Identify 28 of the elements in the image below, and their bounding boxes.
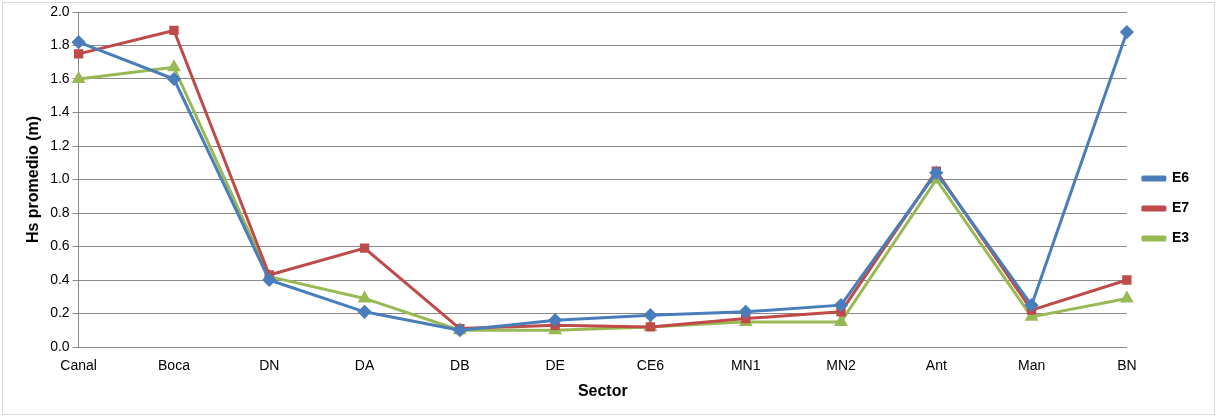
y-tick-label: 1.0	[50, 170, 70, 187]
x-tick-label: MN1	[730, 357, 761, 374]
x-axis-title: Sector	[577, 381, 628, 399]
x-tick-label: DE	[545, 357, 565, 374]
x-tick-label: Canal	[60, 357, 97, 374]
y-tick-label: 1.2	[50, 136, 70, 153]
y-tick-label: 0.6	[50, 237, 70, 254]
x-tick-label: MN2	[826, 357, 856, 374]
x-tick-label: DN	[259, 357, 280, 374]
legend-label: E7	[1171, 199, 1190, 216]
x-tick-label: CE6	[636, 357, 665, 374]
x-tick-label: Boca	[157, 357, 191, 374]
y-tick-label: 0.2	[50, 304, 70, 321]
x-tick-label: DB	[450, 357, 470, 374]
y-tick-label: 1.6	[50, 69, 70, 86]
x-tick-label: Ant	[925, 357, 947, 374]
y-axis-title: Hs promedio (m)	[24, 115, 42, 244]
y-tick-label: 0.4	[50, 270, 70, 287]
y-tick-label: 0.0	[50, 337, 70, 354]
y-tick-label: 1.8	[50, 36, 70, 53]
legend-label: E3	[1171, 229, 1190, 246]
y-tick-label: 0.8	[50, 203, 70, 220]
legend-label: E6	[1171, 169, 1190, 186]
x-tick-label: DA	[354, 357, 375, 374]
y-tick-label: 1.4	[50, 103, 70, 120]
x-tick-label: Man	[1017, 357, 1046, 374]
x-tick-label: BN	[1117, 357, 1137, 374]
y-tick-label: 2.0	[50, 2, 70, 19]
